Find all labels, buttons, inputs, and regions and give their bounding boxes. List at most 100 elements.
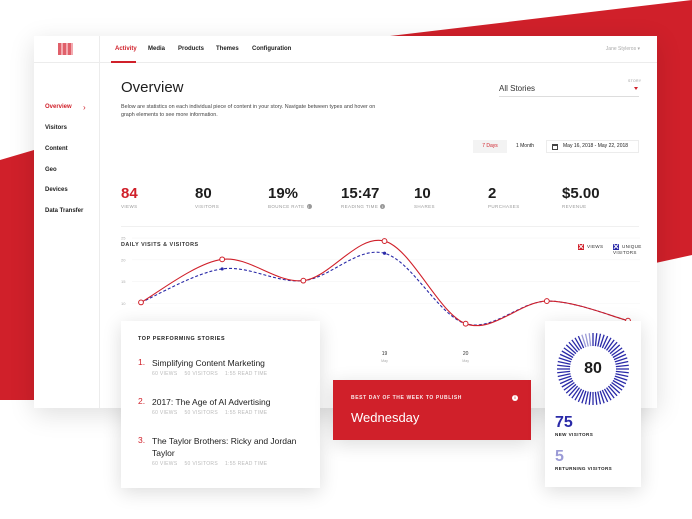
ring-segment xyxy=(563,381,575,391)
active-tab-indicator xyxy=(111,61,136,63)
ring-segment xyxy=(571,339,581,351)
sidebar-item-data-transfer[interactable]: Data Transfer xyxy=(45,208,84,214)
ring-segment xyxy=(601,335,609,349)
tab-configuration[interactable]: Configuration xyxy=(252,46,292,52)
card-title: TOP PERFORMING STORIES xyxy=(138,336,226,342)
ring-segment xyxy=(565,344,577,355)
stat-label: VIEWS xyxy=(121,204,138,209)
chevron-down-icon: ▾ xyxy=(637,46,640,52)
divider xyxy=(121,226,639,227)
tab-themes[interactable]: Themes xyxy=(216,46,239,52)
card-title: BEST DAY OF THE WEEK TO PUBLISH xyxy=(351,395,463,401)
range-7-days-button[interactable]: 7 Days xyxy=(473,140,507,153)
ring-segment xyxy=(597,333,602,347)
stat-value: 19% xyxy=(268,185,299,202)
info-icon[interactable]: i xyxy=(512,395,518,401)
ring-segment xyxy=(559,377,573,385)
stat-bounce-rate: 19% BOUNCE RATE i xyxy=(268,185,312,210)
stat-value: 10 xyxy=(414,185,431,202)
stat-label-row: READING TIME i xyxy=(341,204,386,210)
user-menu[interactable]: Jane Styleros ▾ xyxy=(606,46,640,52)
sidebar-item-visitors[interactable]: Visitors xyxy=(45,125,67,131)
ring-segment xyxy=(577,335,585,349)
ring-segment xyxy=(615,370,629,374)
ring-segment xyxy=(599,390,605,404)
date-range-picker[interactable]: May 16, 2018 - May 22, 2018 xyxy=(546,140,639,153)
tab-products[interactable]: Products xyxy=(178,46,205,52)
ring-segment xyxy=(571,387,581,399)
list-item[interactable]: 2. 2017: The Age of AI Advertising 60 VI… xyxy=(138,396,313,420)
story-rank: 1. xyxy=(138,357,146,367)
stat-value: $5.00 xyxy=(562,185,600,202)
legend-unique-visitors[interactable]: UNIQUE VISITORS xyxy=(613,244,657,255)
new-visitors-value: 75 xyxy=(555,414,573,431)
ring-segment xyxy=(588,391,592,405)
info-icon[interactable]: i xyxy=(306,204,312,210)
list-item[interactable]: 1. Simplifying Content Marketing 60 VIEW… xyxy=(138,357,313,381)
list-item[interactable]: 3. The Taylor Brothers: Ricky and Jordan… xyxy=(138,435,313,473)
date-range-value: May 16, 2018 - May 22, 2018 xyxy=(563,143,629,149)
story-title[interactable]: 2017: The Age of AI Advertising xyxy=(152,397,271,407)
stat-reading-time: 15:47 READING TIME i xyxy=(341,185,386,210)
sidebar-item-geo[interactable]: Geo xyxy=(45,167,57,173)
ring-segment xyxy=(603,337,612,350)
ring-segment xyxy=(603,388,612,401)
stat-label: REVENUE xyxy=(562,204,587,209)
sidebar-item-devices[interactable]: Devices xyxy=(45,187,68,193)
visitors-breakdown-card: 80 75 NEW VISITORS 5 RETURNING VISITORS xyxy=(545,321,641,487)
story-title[interactable]: Simplifying Content Marketing xyxy=(152,358,265,368)
story-read-time: 1:55 READ TIME xyxy=(224,410,268,416)
ring-segment xyxy=(615,373,629,378)
story-meta: 60 VIEWS 50 VISITORS 1:55 READ TIME xyxy=(152,410,274,416)
stat-value: 84 xyxy=(121,185,138,202)
ring-segment xyxy=(561,379,574,388)
story-select[interactable]: All Stories xyxy=(499,84,639,97)
ring-segment xyxy=(612,350,625,359)
returning-visitors-label: RETURNING VISITORS xyxy=(555,466,613,471)
returning-visitors-value: 5 xyxy=(555,448,564,465)
story-label: STORY xyxy=(628,79,642,83)
ring-segment xyxy=(563,347,575,357)
ring-segment xyxy=(559,353,573,361)
page-title: Overview xyxy=(121,79,184,96)
range-1-month-button[interactable]: 1 Month xyxy=(515,143,535,149)
divider xyxy=(99,36,100,63)
story-visitors: 50 VISITORS xyxy=(184,461,218,467)
best-day-card: BEST DAY OF THE WEEK TO PUBLISH i Wednes… xyxy=(333,380,531,440)
ring-segment xyxy=(607,341,618,353)
ring-segment xyxy=(613,377,627,385)
page-description: Below are statistics on each individual … xyxy=(121,104,376,118)
best-day-value: Wednesday xyxy=(351,410,420,425)
stat-label: READING TIME xyxy=(341,204,379,209)
story-meta: 60 VIEWS 50 VISITORS 1:55 READ TIME xyxy=(152,461,274,467)
ring-segment xyxy=(594,391,598,405)
visitors-ring: 80 xyxy=(556,332,630,406)
stat-shares: 10 SHARES xyxy=(414,185,435,209)
ring-segment xyxy=(581,390,587,404)
story-views: 60 VIEWS xyxy=(152,371,178,377)
tab-activity[interactable]: Activity xyxy=(115,46,137,52)
legend-views[interactable]: VIEWS xyxy=(578,244,603,250)
top-stories-card: TOP PERFORMING STORIES 1. Simplifying Co… xyxy=(121,321,320,488)
ring-segment xyxy=(561,350,574,359)
ring-segment xyxy=(581,334,587,348)
stat-label: VISITORS xyxy=(195,204,220,209)
user-name: Jane Styleros xyxy=(605,46,637,52)
ring-segment xyxy=(613,353,627,361)
story-views: 60 VIEWS xyxy=(152,410,178,416)
sidebar-item-content[interactable]: Content xyxy=(45,146,68,152)
ring-segment xyxy=(605,387,615,399)
chevron-right-icon: › xyxy=(83,103,86,112)
ring-segment xyxy=(615,360,629,365)
ring-segment xyxy=(557,370,571,374)
story-title[interactable]: The Taylor Brothers: Ricky and Jordan Ta… xyxy=(152,436,297,458)
sidebar: Overview › Visitors Content Geo Devices … xyxy=(34,63,100,408)
story-views: 60 VIEWS xyxy=(152,461,178,467)
tab-media[interactable]: Media xyxy=(148,46,166,52)
ring-segment xyxy=(615,364,629,368)
ring-segment xyxy=(574,388,583,401)
info-icon[interactable]: i xyxy=(380,204,386,210)
sidebar-item-overview[interactable]: Overview xyxy=(45,104,72,110)
story-read-time: 1:55 READ TIME xyxy=(224,371,268,377)
ring-segment xyxy=(611,347,623,357)
